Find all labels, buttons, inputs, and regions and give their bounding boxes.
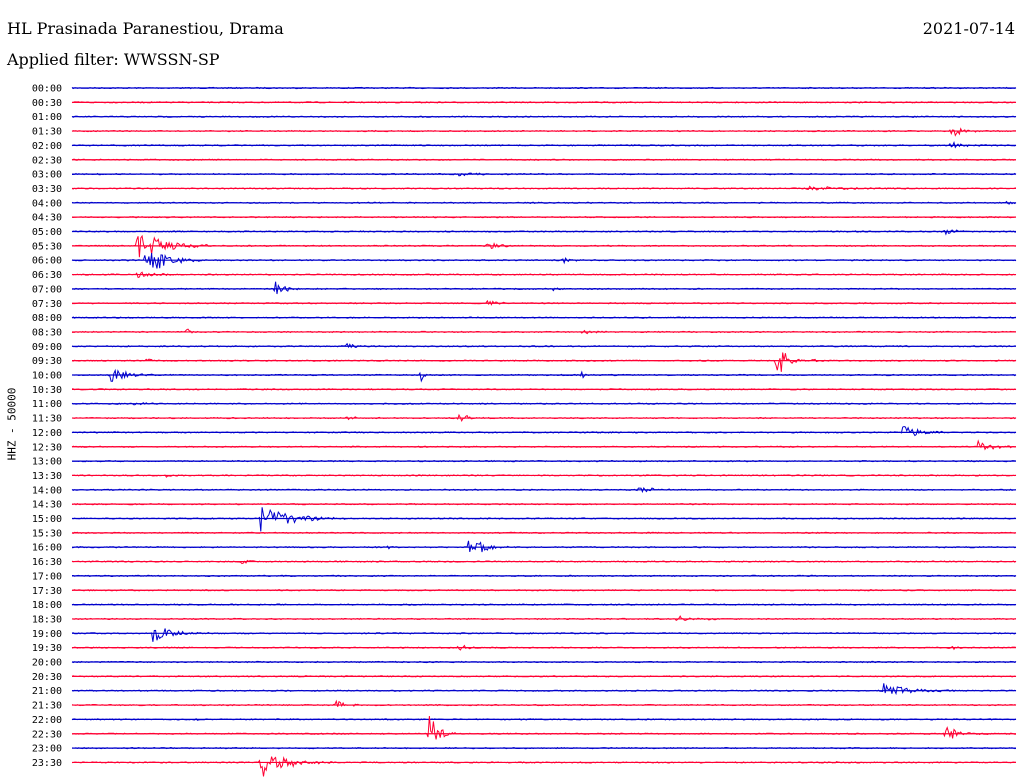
row-time-label: 14:30	[32, 500, 62, 511]
row-time-label: 05:30	[32, 241, 62, 252]
row-time-label: 17:00	[32, 571, 62, 582]
trace-line	[71, 352, 1017, 372]
trace-line	[71, 507, 1017, 532]
trace-line	[71, 615, 1017, 622]
row-time-label: 03:30	[32, 184, 62, 195]
row-time-label: 12:00	[32, 428, 62, 439]
row-time-label: 13:00	[32, 457, 62, 468]
station-title: HL Prasinada Paranestiou, Drama	[7, 19, 284, 38]
trace-line	[71, 699, 1017, 708]
row-time-label: 00:30	[32, 98, 62, 109]
row-time-label: 09:30	[32, 356, 62, 367]
row-time-label: 22:30	[32, 729, 62, 740]
trace-line	[71, 628, 1017, 642]
row-time-label: 03:00	[32, 170, 62, 181]
row-time-label: 20:00	[32, 658, 62, 669]
trace-line	[71, 229, 1017, 236]
row-time-label: 01:00	[32, 112, 62, 123]
row-time-label: 17:30	[32, 586, 62, 597]
trace-line	[71, 755, 1016, 777]
row-time-label: 16:00	[32, 543, 62, 554]
trace-line	[71, 234, 1017, 258]
row-time-label: 23:00	[32, 744, 62, 755]
row-time-label: 21:30	[32, 701, 62, 712]
row-time-label: 13:30	[32, 471, 62, 482]
row-time-label: 14:00	[32, 485, 62, 496]
trace-line	[71, 425, 1017, 437]
trace-line	[71, 439, 1017, 451]
row-time-label: 09:00	[32, 342, 62, 353]
row-time-label: 19:00	[32, 629, 62, 640]
row-time-label: 20:30	[32, 672, 62, 683]
trace-line	[71, 540, 1017, 553]
row-time-label: 06:00	[32, 256, 62, 267]
row-time-label: 11:30	[32, 414, 62, 425]
trace-line	[71, 127, 1016, 137]
row-time-label: 00:00	[32, 84, 62, 95]
row-time-label: 11:00	[32, 399, 62, 410]
row-time-label: 23:30	[32, 758, 62, 769]
row-time-label: 07:30	[32, 299, 62, 310]
trace-line	[71, 281, 1017, 295]
row-time-label: 02:00	[32, 141, 62, 152]
row-time-label: 19:30	[32, 643, 62, 654]
trace-line	[72, 368, 1017, 383]
row-time-label: 22:00	[32, 715, 62, 726]
row-time-label: 04:00	[32, 198, 62, 209]
row-time-label: 07:00	[32, 284, 62, 295]
row-time-label: 02:30	[32, 155, 62, 166]
row-time-label: 15:00	[32, 514, 62, 525]
row-time-label: 10:00	[32, 371, 62, 382]
row-time-label: 12:30	[32, 442, 62, 453]
row-time-label: 05:00	[32, 227, 62, 238]
row-time-label: 15:30	[32, 528, 62, 539]
record-date: 2021-07-14	[922, 19, 1015, 38]
row-time-label: 08:30	[32, 327, 62, 338]
row-time-label: 08:00	[32, 313, 62, 324]
filter-label: Applied filter: WWSSN-SP	[7, 50, 220, 69]
row-time-label: 10:30	[32, 385, 62, 396]
row-time-label: 04:30	[32, 213, 62, 224]
row-time-label: 01:30	[32, 127, 62, 138]
row-time-label: 21:00	[32, 686, 62, 697]
row-time-label: 06:30	[32, 270, 62, 281]
row-time-label: 16:30	[32, 557, 62, 568]
row-time-label: 18:30	[32, 614, 62, 625]
trace-line	[71, 683, 1017, 696]
row-time-label: 18:00	[32, 600, 62, 611]
